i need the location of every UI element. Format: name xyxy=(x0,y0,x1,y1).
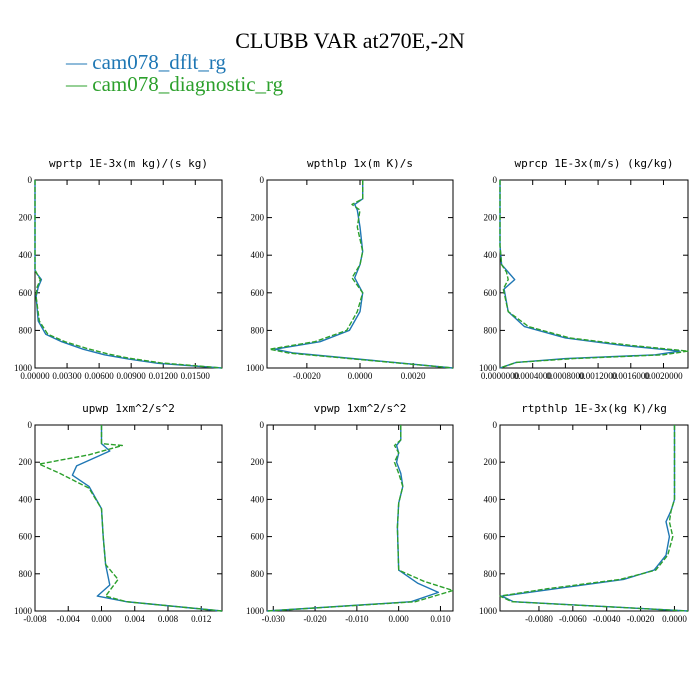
y-tick-label: 200 xyxy=(19,213,33,223)
x-tick-label: -0.0080 xyxy=(525,614,553,624)
x-tick-label: -0.010 xyxy=(345,614,369,624)
panel-5: vpwp 1xm^2/s^2 -0.030 -0.020 -0.010 0.000 0.0… xyxy=(246,402,454,624)
series-line-dflt xyxy=(499,180,681,369)
y-tick-label: 800 xyxy=(251,569,265,579)
series-line-dflt xyxy=(266,425,440,612)
y-tick-label: 200 xyxy=(251,213,265,223)
panel-title: wprtp 1E-3x(m kg)/(s kg) xyxy=(49,157,208,170)
y-tick-label: 400 xyxy=(484,250,498,260)
y-tick-label: 1000 xyxy=(479,606,498,616)
x-tick-label: 0.0020000 xyxy=(644,371,683,381)
x-tick-label: 0.00000 xyxy=(20,371,50,381)
panel-6: rtpthlp 1E-3x(kg K)/kg -0.0080 -0.0060 -0.0… xyxy=(479,402,689,624)
series-line-dflt xyxy=(34,180,223,369)
x-tick-label: -0.0020 xyxy=(627,614,655,624)
y-tick-label: 1000 xyxy=(246,363,265,373)
plot-frame xyxy=(499,179,689,369)
panel-1: wprtp 1E-3x(m kg)/(s kg)0.00000 0.00300 0.… xyxy=(14,157,223,381)
x-tick-label: -0.020 xyxy=(303,614,327,624)
x-tick-label: 0.01500 xyxy=(181,371,211,381)
y-tick-label: 800 xyxy=(19,569,33,579)
y-tick-label: 400 xyxy=(19,494,33,504)
figure-title: CLUBB VAR at270E,-2N xyxy=(235,28,465,53)
y-tick-label: 200 xyxy=(251,457,265,467)
y-tick-label: 800 xyxy=(484,569,498,579)
y-tick-label: 0 xyxy=(260,175,265,185)
y-tick-label: 1000 xyxy=(14,363,33,373)
x-tick-label: 0.00300 xyxy=(52,371,82,381)
y-tick-label: 1000 xyxy=(14,606,33,616)
x-tick-label: 0.000 xyxy=(91,614,112,624)
panel-title: wpthlp 1x(m K)/s xyxy=(307,157,413,170)
x-tick-label: 0.000 xyxy=(389,614,410,624)
x-tick-label: 0.0000000 xyxy=(481,371,520,381)
panel-title: wprcp 1E-3x(m/s) (kg/kg) xyxy=(515,157,674,170)
y-tick-label: 0 xyxy=(493,175,498,185)
panel-2: wpthlp 1x(m K)/s -0.0020 0.0000 0.0020 0 200 4… xyxy=(246,157,454,381)
plot-frame xyxy=(266,424,454,612)
y-tick-label: 200 xyxy=(484,213,498,223)
y-tick-label: 800 xyxy=(19,325,33,335)
y-tick-label: 600 xyxy=(484,288,498,298)
series-line-diagnostic xyxy=(266,425,454,612)
panel-title: rtpthlp 1E-3x(kg K)/kg xyxy=(521,402,667,415)
x-tick-label: 0.00600 xyxy=(84,371,114,381)
x-tick-label: -0.004 xyxy=(57,614,81,624)
x-tick-label: 0.012 xyxy=(191,614,211,624)
plot-frame xyxy=(34,424,223,612)
panel-3: wprcp 1E-3x(m/s) (kg/kg) 0.00000000.00040… xyxy=(479,157,689,381)
y-tick-label: 200 xyxy=(484,457,498,467)
y-tick-label: 400 xyxy=(484,494,498,504)
x-tick-label: -0.0020 xyxy=(293,371,321,381)
y-tick-label: 600 xyxy=(19,288,33,298)
panel-4: upwp 1xm^2/s^2 -0.008 -0.004 0.000 0.004 0.00… xyxy=(14,402,223,624)
y-tick-label: 200 xyxy=(19,457,33,467)
y-tick-label: 1000 xyxy=(246,606,265,616)
series-line-diagnostic xyxy=(499,425,689,612)
x-tick-label: -0.008 xyxy=(23,614,47,624)
y-tick-label: 600 xyxy=(251,532,265,542)
x-tick-label: 0.01200 xyxy=(149,371,179,381)
y-tick-label: 0 xyxy=(493,420,498,430)
x-tick-label: -0.030 xyxy=(262,614,286,624)
x-tick-label: 0.0004000 xyxy=(514,371,553,381)
y-tick-label: 0 xyxy=(28,420,33,430)
plot-frame xyxy=(266,179,454,369)
series-line-diagnostic xyxy=(38,425,223,612)
series-line-diagnostic xyxy=(34,180,223,369)
y-tick-label: 600 xyxy=(19,532,33,542)
legend-entry-dflt: — cam078_dflt_rg xyxy=(66,50,227,74)
x-tick-label: 0.0000 xyxy=(662,614,687,624)
x-tick-label: -0.0060 xyxy=(559,614,587,624)
y-tick-label: 400 xyxy=(251,494,265,504)
x-tick-label: 0.004 xyxy=(125,614,146,624)
x-tick-label: 0.0012000 xyxy=(579,371,618,381)
x-tick-label: -0.0040 xyxy=(593,614,621,624)
series-line-diagnostic xyxy=(499,180,689,369)
plot-frame xyxy=(499,424,689,612)
series-line-dflt xyxy=(274,180,454,369)
y-tick-label: 800 xyxy=(484,325,498,335)
x-tick-label: 0.010 xyxy=(430,614,451,624)
y-tick-label: 0 xyxy=(28,175,33,185)
y-tick-label: 400 xyxy=(251,250,265,260)
x-tick-label: 0.0020 xyxy=(401,371,426,381)
x-tick-label: 0.008 xyxy=(158,614,179,624)
y-tick-label: 800 xyxy=(251,325,265,335)
plot-frame xyxy=(34,179,223,369)
x-tick-label: 0.0000 xyxy=(348,371,373,381)
x-tick-label: 0.0008000 xyxy=(546,371,585,381)
y-tick-label: 600 xyxy=(484,532,498,542)
y-tick-label: 600 xyxy=(251,288,265,298)
y-tick-label: 1000 xyxy=(479,363,498,373)
panel-title: upwp 1xm^2/s^2 xyxy=(82,402,175,415)
series-line-diagnostic xyxy=(269,180,454,369)
x-tick-label: 0.00900 xyxy=(117,371,147,381)
legend-entry-diagnostic: — cam078_diagnostic_rg xyxy=(66,72,284,96)
y-tick-label: 400 xyxy=(19,250,33,260)
x-tick-label: 0.0016000 xyxy=(612,371,651,381)
panel-title: vpwp 1xm^2/s^2 xyxy=(314,402,407,415)
y-tick-label: 0 xyxy=(260,420,265,430)
